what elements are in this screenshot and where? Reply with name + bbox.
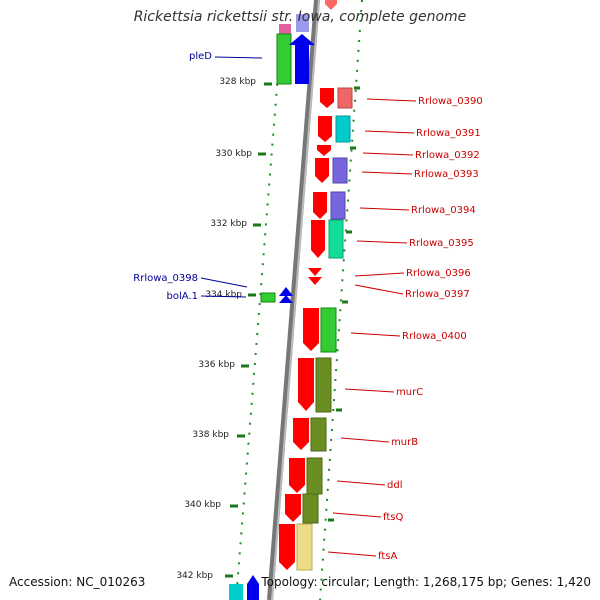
gene-label-murB: murB (391, 437, 418, 448)
gene-label-bolA: bolA.1 (167, 291, 198, 302)
forward-gene-labels: Rrlowa_0390 Rrlowa_0391 Rrlowa_0392 Rrlo… (378, 96, 483, 562)
gene-label-ddl: ddl (387, 480, 402, 491)
gene-label-Rrlowa_0390: Rrlowa_0390 (418, 96, 483, 107)
gene-label-ftsA: ftsA (378, 551, 397, 562)
gene-Rrlowa_0397 (308, 277, 322, 285)
map-title: Rickettsia rickettsii str. Iowa, complet… (133, 9, 467, 25)
gc-track-right (319, 0, 363, 600)
gene-label-Rrlowa_0393: Rrlowa_0393 (414, 169, 479, 180)
reverse-gene-labels: pleD Rrlowa_0398 bolA.1 (133, 51, 212, 302)
gene-bolA-box (260, 292, 276, 303)
gene-Rrlowa_0393 (315, 158, 329, 183)
scale-labels: 328 kbp 330 kbp 332 kbp 334 kbp 336 kbp … (176, 77, 256, 581)
gene-ftsA (279, 524, 295, 570)
scale-ticks (225, 82, 360, 578)
gene-label-pleD: pleD (189, 51, 212, 62)
gene-Rrlowa_0396 (308, 268, 322, 276)
gene-ftsQ (285, 494, 301, 522)
gene-label-ftsQ: ftsQ (383, 512, 403, 523)
gene-label-Rrlowa_0398: Rrlowa_0398 (133, 273, 198, 284)
scale-label: 340 kbp (184, 500, 221, 510)
gene-bolA-arrow (279, 295, 293, 303)
backbone (267, 0, 320, 600)
scale-label: 342 kbp (176, 571, 213, 581)
gene-bottom-cyan (229, 584, 243, 600)
scale-label: 330 kbp (215, 149, 252, 159)
genome-summary-text: Topology: circular; Length: 1,268,175 bp… (261, 575, 591, 589)
gene-ddl (289, 458, 305, 493)
scale-label: 338 kbp (192, 430, 229, 440)
gene-Rrlowa_0391 (318, 116, 332, 142)
gene-label-Rrlowa_0396: Rrlowa_0396 (406, 268, 471, 279)
top-partial-features (279, 0, 337, 34)
scale-label: 332 kbp (210, 219, 247, 229)
gene-pleD-left (276, 33, 292, 85)
scale-label: 328 kbp (219, 77, 256, 87)
gene-Rrlowa_0392 (317, 145, 331, 156)
gene-label-Rrlowa_0397: Rrlowa_0397 (405, 289, 470, 300)
forward-genes (279, 87, 353, 571)
gene-label-Rrlowa_0391: Rrlowa_0391 (416, 128, 481, 139)
gene-murC (298, 358, 314, 411)
gene-Rrlowa_0390 (320, 88, 334, 108)
leader-lines-forward (327, 98, 417, 557)
gene-Rrlowa_0394 (313, 192, 327, 219)
scale-label: 336 kbp (198, 360, 235, 370)
reverse-genes (229, 33, 315, 600)
accession-text: Accession: NC_010263 (9, 575, 146, 589)
gene-Rrlowa_0395 (311, 220, 325, 258)
gene-label-Rrlowa_0400: Rrlowa_0400 (402, 331, 467, 342)
gene-Rrlowa_0400 (303, 308, 319, 351)
gene-pleD-arrow (289, 34, 315, 84)
leader-lines-reverse (200, 56, 263, 298)
scale-label: 334 kbp (205, 290, 242, 300)
gene-label-Rrlowa_0392: Rrlowa_0392 (415, 150, 480, 161)
gene-bottom-blue (247, 575, 259, 600)
gene-Rrlowa_0398-arrow (279, 287, 293, 296)
gene-label-Rrlowa_0394: Rrlowa_0394 (411, 205, 476, 216)
gene-label-Rrlowa_0395: Rrlowa_0395 (409, 238, 474, 249)
gene-label-murC: murC (396, 387, 423, 398)
gc-track-left (235, 23, 283, 600)
gene-murB (293, 418, 309, 450)
